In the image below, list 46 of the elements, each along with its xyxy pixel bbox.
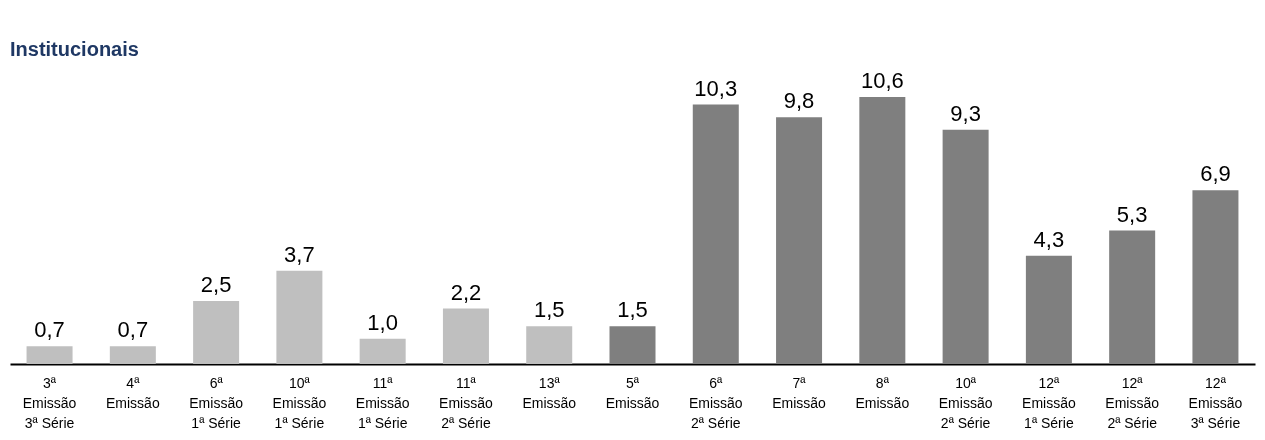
bar <box>359 338 406 364</box>
data-label: 0,7 <box>34 317 65 343</box>
x-tick-label: 3ª Emissão 3ª Série <box>22 374 77 431</box>
bar <box>1192 190 1239 364</box>
data-label: 5,3 <box>1116 201 1148 227</box>
data-label: 3,7 <box>284 241 315 267</box>
x-tick-label: 6ª Emissão 2ª Série <box>688 374 743 431</box>
bar <box>1025 255 1072 364</box>
bar <box>442 308 489 364</box>
bar <box>193 301 240 364</box>
x-tick-label: 4ª Emissão <box>105 374 160 411</box>
data-label: 4,3 <box>1033 226 1065 252</box>
bar <box>609 326 656 364</box>
bar <box>776 117 823 364</box>
data-label: 1,5 <box>533 297 565 323</box>
data-label: 10,6 <box>860 68 904 93</box>
x-tick-label: 10ª Emissão 1ª Série <box>272 374 327 431</box>
data-label: 10,3 <box>694 75 738 101</box>
x-tick-label: 6ª Emissão 1ª Série <box>189 374 244 431</box>
x-tick-label: 5ª Emissão <box>605 374 660 411</box>
x-tick-label: 7ª Emissão <box>772 374 827 411</box>
bar <box>276 270 323 364</box>
x-tick-label: 8ª Emissão <box>855 374 910 411</box>
x-tick-label: 11ª Emissão 2ª Série <box>439 374 493 431</box>
data-label: 2,2 <box>450 279 482 305</box>
data-label: 2,5 <box>200 272 232 298</box>
data-label: 9,3 <box>950 100 981 126</box>
x-tick-label: 13ª Emissão <box>522 374 577 411</box>
x-tick-label: 11ª Emissão 1ª Série <box>355 374 410 431</box>
data-label: 6,9 <box>1200 161 1231 187</box>
bar <box>26 346 73 364</box>
bar <box>692 104 739 364</box>
x-tick-label: 12ª Emissão 1ª Série <box>1022 374 1076 431</box>
bar <box>526 326 573 364</box>
bar <box>109 346 156 364</box>
data-label: 9,8 <box>783 88 815 114</box>
x-tick-label: 10ª Emissão 2ª Série <box>938 374 993 431</box>
chart-title: Institucionais <box>10 38 139 60</box>
bar <box>859 97 906 364</box>
bar <box>942 129 989 364</box>
data-label: 1,0 <box>367 309 398 335</box>
x-tick-label: 12ª Emissão 3ª Série <box>1188 374 1243 431</box>
data-label: 1,5 <box>617 297 648 323</box>
bar <box>1109 230 1156 364</box>
data-label: 0,7 <box>117 317 149 343</box>
x-tick-label: 12ª Emissão 2ª Série <box>1105 374 1160 431</box>
